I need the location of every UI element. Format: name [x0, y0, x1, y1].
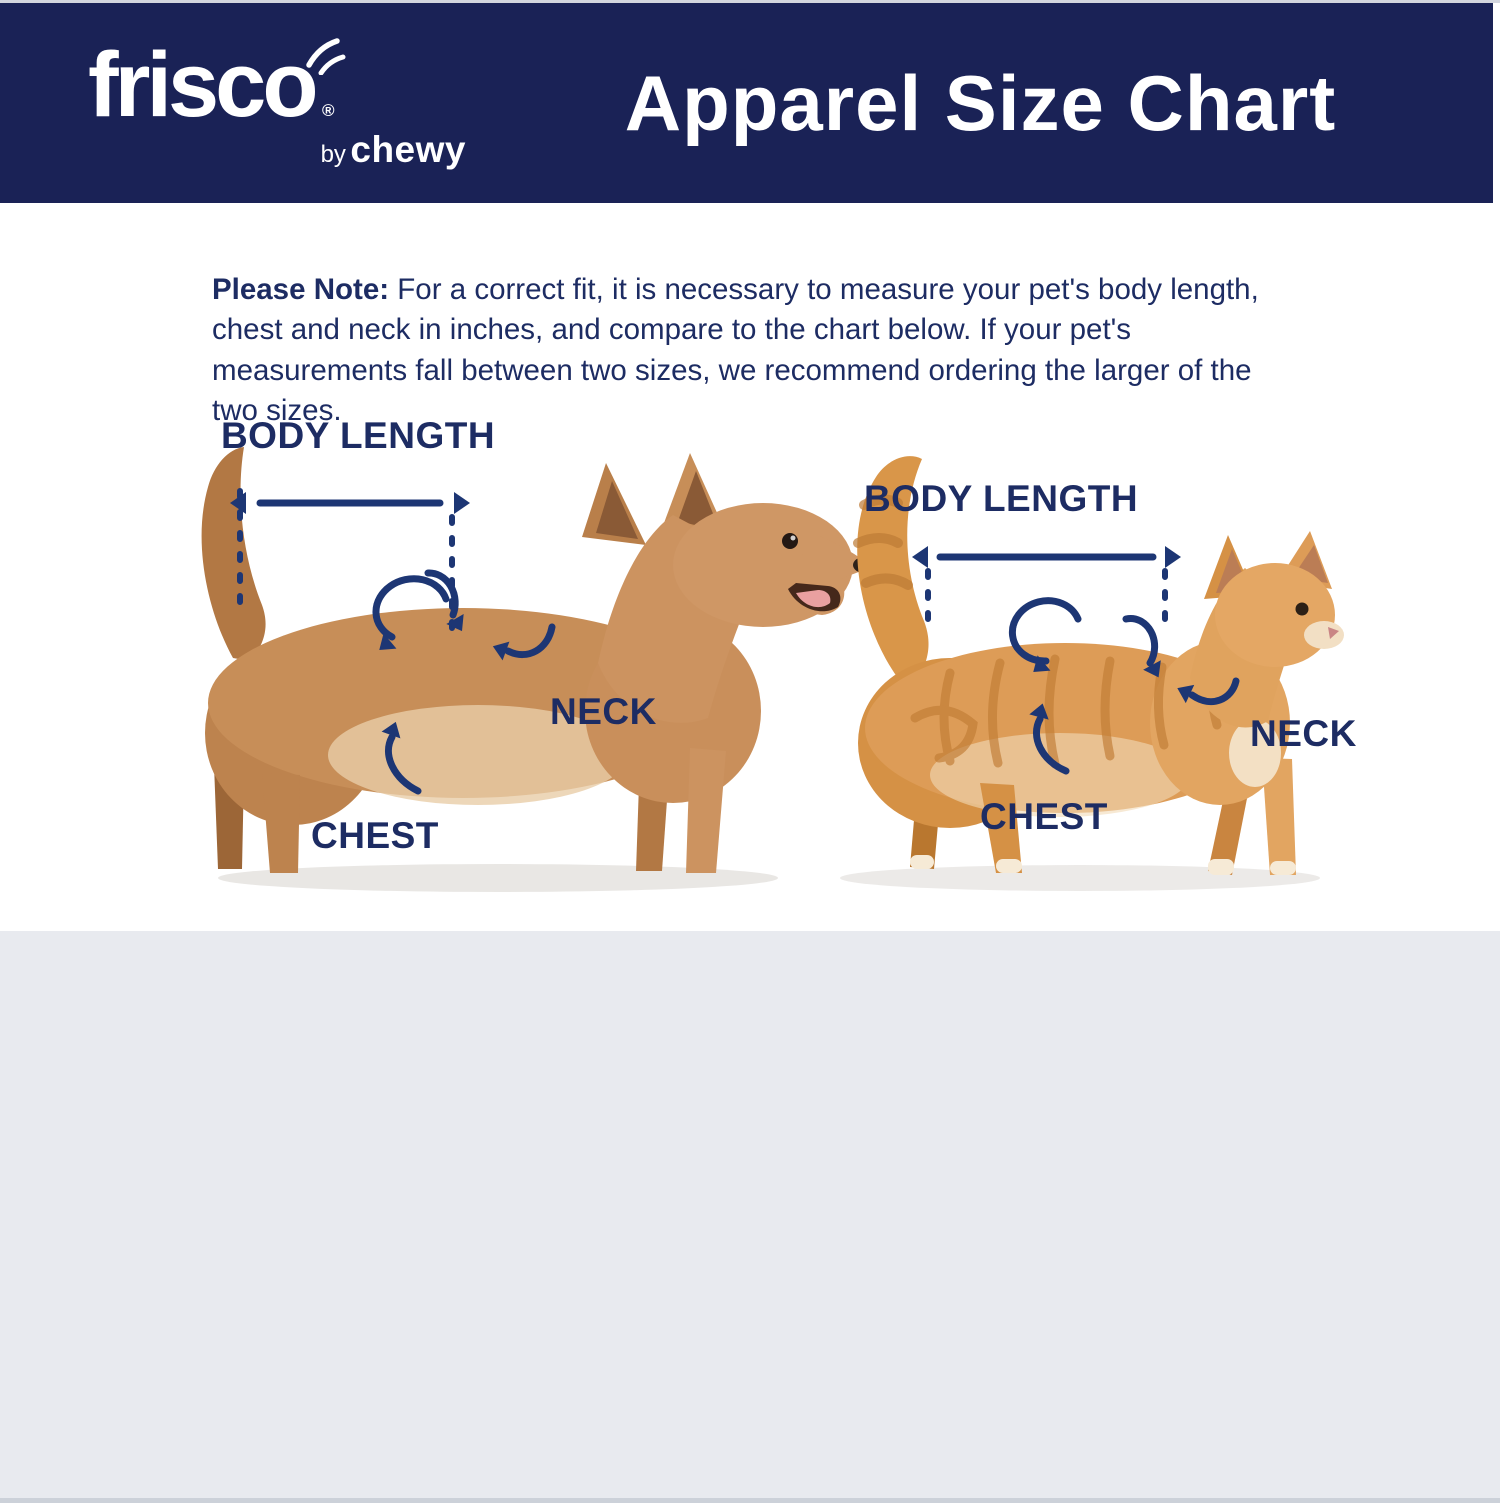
- header-banner: frisco ® by chewy Apparel Size Chart: [0, 3, 1493, 203]
- dog-chest-label: CHEST: [311, 815, 439, 856]
- size-table-section: SIZE BODY LENGTH (in) NECK (in) CHEST (i…: [0, 931, 1500, 1503]
- page-title: Apparel Size Chart: [624, 58, 1337, 147]
- cat-body-length-label: BODY LENGTH: [863, 478, 1139, 519]
- dog-body-shapes: [201, 447, 875, 892]
- fit-note-label: Please Note:: [212, 272, 390, 306]
- logo-tail-flourish-icon: [305, 37, 346, 75]
- frisco-wordmark: frisco ®: [88, 37, 346, 131]
- cat-neck-label: NECK: [1250, 713, 1357, 754]
- dog-body-length-label: BODY LENGTH: [220, 415, 496, 456]
- frisco-by-chewy-logo: frisco ® by chewy: [88, 37, 468, 168]
- fit-note-paragraph: Please Note: For a correct fit, it is ne…: [212, 270, 1297, 432]
- dog-neck-label: NECK: [550, 691, 657, 732]
- frisco-logo-text: frisco: [88, 33, 319, 136]
- dog-illustration: [201, 447, 875, 892]
- chewy-logo-text: chewy: [350, 128, 466, 170]
- registered-trademark-symbol: ®: [322, 100, 335, 120]
- cat-chest-label: CHEST: [980, 796, 1108, 837]
- dog-measurement-diagram: BODY LENGTH NECK CHEST: [178, 403, 878, 903]
- logo-byline: by chewy: [88, 131, 468, 168]
- cat-measurement-diagram: BODY LENGTH NECK CHEST: [800, 423, 1380, 903]
- fit-note-text: For a correct fit, it is necessary to me…: [212, 272, 1259, 428]
- logo-by-text: by: [320, 140, 346, 168]
